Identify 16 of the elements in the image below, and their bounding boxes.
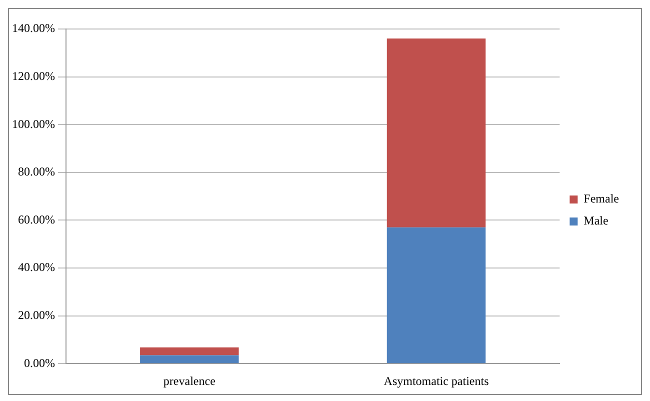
- y-tick-label: 100.00%: [12, 116, 55, 131]
- y-tick-label: 80.00%: [18, 164, 55, 179]
- x-tick-label: prevalence: [163, 374, 216, 388]
- y-tick-label: 40.00%: [18, 260, 55, 274]
- bar: [140, 355, 239, 364]
- bar: [386, 227, 486, 364]
- y-tick-label: 60.00%: [18, 212, 55, 226]
- bar: [140, 347, 239, 356]
- x-tick-label: Asymtomatic patients: [384, 374, 490, 388]
- legend-label: Female: [584, 192, 620, 206]
- y-tick-label: 20.00%: [18, 308, 55, 322]
- y-tick-label: 0.00%: [24, 356, 55, 370]
- y-tick-label: 120.00%: [12, 68, 55, 83]
- bar: [386, 38, 486, 228]
- legend-label: Male: [584, 214, 608, 228]
- y-tick-label: 140.00%: [12, 21, 55, 36]
